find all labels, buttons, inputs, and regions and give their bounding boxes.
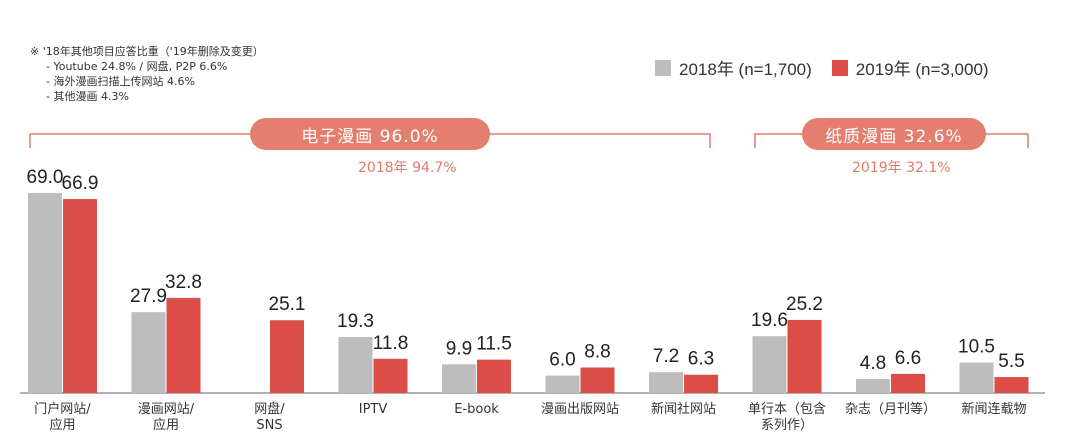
x-tick-label: 单行本（包含: [748, 401, 826, 417]
footnote-line: - Youtube 24.8% / 网盘, P2P 6.6%: [46, 60, 228, 73]
bar-2019: [684, 374, 718, 393]
bar-2019: [166, 297, 201, 393]
bar-2018: [442, 364, 476, 393]
data-label: 6.3: [688, 349, 714, 370]
x-tick-label: 新闻连载物: [961, 401, 1026, 417]
x-tick-label: 门户网站/: [34, 401, 91, 417]
bar-2019: [270, 320, 304, 393]
bar-2018: [338, 337, 373, 393]
bar-2018: [856, 379, 890, 393]
bars-layer: 69.066.9 门户网站/应用 27.932.8 漫画网站/应用 25.1 网盘/SNS…: [27, 167, 1029, 433]
bar-2019: [580, 367, 615, 393]
legend-item-2018: 2018年 (n=1,700): [655, 55, 812, 80]
data-label: 6.0: [549, 350, 575, 371]
data-label: 25.2: [786, 294, 823, 315]
bar-2018: [752, 336, 787, 393]
paper-2019-note: 2019年 32.1%: [852, 160, 951, 176]
data-label: 19.6: [751, 310, 788, 331]
data-label: 4.8: [860, 353, 886, 374]
data-label: 9.9: [446, 338, 472, 359]
data-label: 8.8: [584, 341, 610, 362]
data-label: 11.5: [476, 334, 512, 355]
legend-label-2019: 2019年 (n=3,000): [855, 60, 989, 79]
bar-2018: [545, 375, 580, 393]
bar-2018: [649, 372, 683, 393]
data-label: 19.3: [337, 311, 374, 332]
x-tick-label: 新闻社网站: [651, 401, 716, 417]
data-label: 5.5: [998, 351, 1024, 372]
x-tick-label: 漫画网站/: [138, 402, 195, 417]
x-tick-label: IPTV: [359, 402, 388, 417]
data-label: 32.8: [165, 272, 202, 293]
data-label: 7.2: [653, 346, 679, 367]
data-label: 66.9: [62, 173, 99, 194]
bar-2019: [477, 359, 511, 393]
data-label: 27.9: [130, 286, 167, 307]
legend-swatch-2019: [831, 59, 848, 76]
x-tick-label: 应用: [49, 417, 75, 433]
footnote-line: - 其他漫画 4.3%: [46, 90, 129, 103]
paper-comics-pill: 纸质漫画 32.6%: [802, 118, 986, 150]
legend-label-2018: 2018年 (n=1,700): [679, 60, 812, 79]
bar-2019: [787, 319, 822, 393]
bar-2019: [994, 377, 1029, 393]
x-tick-label: 系列作）: [761, 418, 813, 433]
x-tick-label: E-book: [454, 402, 499, 417]
x-tick-label: 网盘/: [254, 401, 285, 417]
x-tick-label: SNS: [256, 418, 282, 433]
data-label: 6.6: [895, 348, 921, 369]
footnote-line: - 海外漫画扫描上传网站 4.6%: [46, 75, 195, 88]
data-label: 11.8: [373, 333, 409, 354]
bar-2019: [63, 199, 97, 393]
footnote: ※ '18年其他项目应答比重（'19年删除及变更） - Youtube 24.8…: [30, 44, 264, 104]
data-label: 25.1: [269, 294, 306, 315]
footnote-title: ※ '18年其他项目应答比重（'19年删除及变更）: [30, 45, 264, 58]
legend-item-2019: 2019年 (n=3,000): [831, 55, 989, 80]
digital-comics-pill: 电子漫画 96.0%: [250, 118, 490, 150]
data-label: 69.0: [27, 167, 64, 188]
legend: 2018年 (n=1,700) 2019年 (n=3,000): [655, 55, 989, 80]
bar-2018: [959, 362, 994, 393]
data-label: 10.5: [958, 337, 995, 358]
x-tick-label: 杂志（月刊等）: [845, 401, 936, 417]
x-tick-label: 应用: [153, 417, 179, 433]
bar-2018: [131, 312, 166, 393]
digital-2018-note: 2018年 94.7%: [358, 160, 457, 176]
bar-2018: [28, 193, 62, 393]
bar-2019: [373, 358, 408, 393]
bar-2019: [891, 373, 925, 393]
x-tick-label: 漫画出版网站: [541, 402, 619, 417]
legend-swatch-2018: [655, 59, 671, 76]
